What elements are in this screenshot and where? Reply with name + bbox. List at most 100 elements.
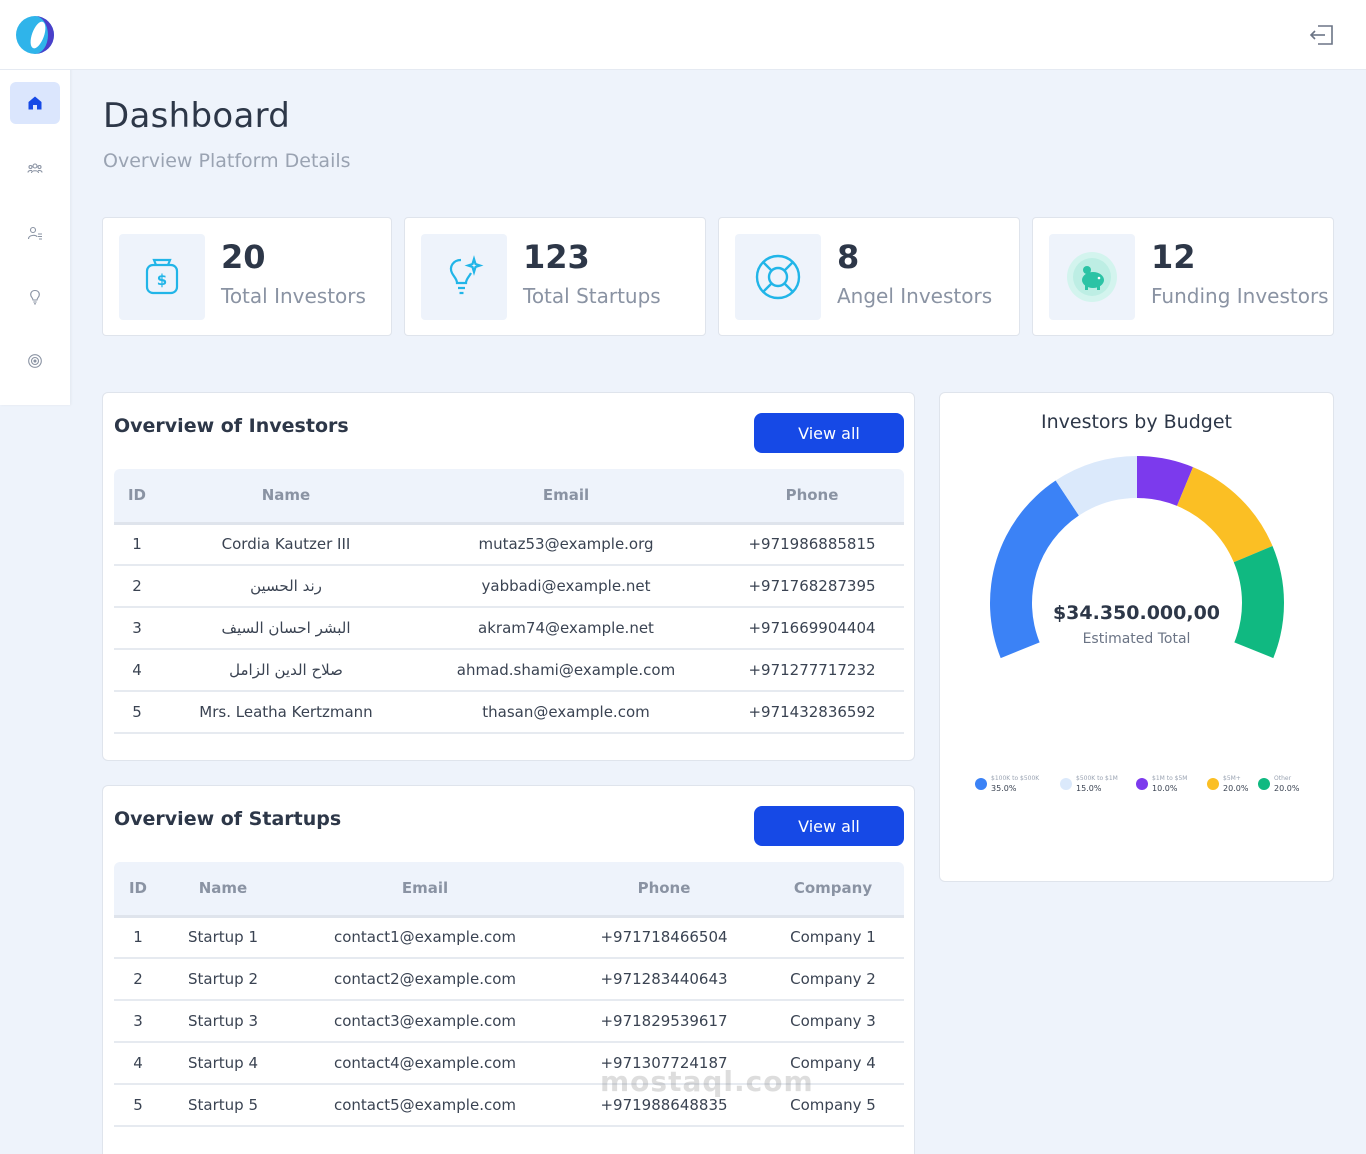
stat-value: 8 (837, 238, 860, 276)
user-list-icon (27, 226, 42, 240)
stat-label: Total Investors (221, 284, 366, 308)
column-header-phone[interactable]: Phone (566, 862, 762, 918)
column-header-name[interactable]: Name (160, 469, 412, 525)
legend-item[interactable]: Other 20.0% (1258, 775, 1328, 795)
table-row[interactable]: 3 Startup 3 contact3@example.com +971829… (114, 1000, 904, 1043)
gauge-segment[interactable] (990, 480, 1079, 659)
cell-id: 3 (114, 607, 160, 650)
sidebar-item-reports[interactable] (10, 340, 60, 382)
cell-company: Company 3 (762, 1000, 904, 1043)
investors-panel-title: Overview of Investors (114, 415, 349, 437)
sidebar-divider (0, 69, 70, 70)
app-logo[interactable] (14, 14, 56, 56)
startups-panel-title: Overview of Startups (114, 808, 342, 830)
table-row[interactable]: 2 رند الحسين yabbadi@example.net +971768… (114, 565, 904, 608)
legend-percent: 10.0% (1152, 784, 1178, 793)
legend-item[interactable]: $5M+ 20.0% (1207, 775, 1277, 795)
legend-label: $500K to $1M (1076, 775, 1118, 782)
stat-card-angel-investors: 8 Angel Investors (718, 217, 1020, 336)
cell-id: 4 (114, 1042, 162, 1085)
page-subtitle: Overview Platform Details (103, 150, 351, 172)
sidebar-item-profile[interactable] (10, 212, 60, 254)
cell-phone: +971669904404 (720, 607, 904, 650)
cell-name: رند الحسين (160, 565, 412, 608)
investors-view-all-button[interactable]: View all (754, 413, 904, 453)
cell-email: contact2@example.com (284, 958, 566, 1001)
page-title: Dashboard (103, 96, 291, 136)
column-header-email[interactable]: Email (412, 469, 720, 525)
legend-label: Other (1274, 775, 1292, 782)
legend-item[interactable]: $100K to $500K 35.0% (975, 775, 1045, 795)
stat-icon-box (421, 234, 507, 320)
cell-name: Startup 5 (162, 1084, 284, 1127)
cell-id: 1 (114, 523, 160, 566)
home-icon (28, 96, 42, 110)
stat-value: 123 (523, 238, 590, 276)
legend-item[interactable]: $500K to $1M 15.0% (1060, 775, 1130, 795)
stat-card-funding-investors: 12 Funding Investors (1032, 217, 1334, 336)
stat-value: 12 (1151, 238, 1196, 276)
cell-name: Cordia Kautzer III (160, 523, 412, 566)
cell-name: Startup 1 (162, 916, 284, 959)
cell-email: yabbadi@example.net (412, 565, 720, 608)
table-header-row: ID Name Email Phone Company (114, 862, 904, 918)
table-row[interactable]: 1 Cordia Kautzer III mutaz53@example.org… (114, 523, 904, 566)
gauge-segment[interactable] (1055, 456, 1137, 516)
legend-swatch (1060, 778, 1072, 790)
column-header-id[interactable]: ID (114, 469, 160, 525)
legend-percent: 35.0% (991, 784, 1017, 793)
legend-percent: 20.0% (1274, 784, 1300, 793)
column-header-company[interactable]: Company (762, 862, 904, 918)
cell-id: 4 (114, 649, 160, 692)
column-header-id[interactable]: ID (114, 862, 162, 918)
lightbulb-sparkle-icon (449, 255, 484, 295)
cell-id: 1 (114, 916, 162, 959)
gauge-segment[interactable] (1177, 467, 1273, 563)
table-row[interactable]: 1 Startup 1 contact1@example.com +971718… (114, 916, 904, 959)
stat-card-total-startups: 123 Total Startups (404, 217, 706, 336)
table-row[interactable]: 4 صلاح الدين الزامل ahmad.shami@example.… (114, 649, 904, 692)
stat-label: Total Startups (523, 284, 661, 308)
gauge-segment[interactable] (1233, 546, 1284, 659)
table-row[interactable]: 5 Startup 5 contact5@example.com +971988… (114, 1084, 904, 1127)
target-icon (28, 354, 42, 368)
stat-icon-box (735, 234, 821, 320)
cell-phone: +971307724187 (566, 1042, 762, 1085)
cell-company: Company 2 (762, 958, 904, 1001)
sidebar-item-investors[interactable] (10, 148, 60, 190)
gauge-segment[interactable] (1137, 456, 1194, 506)
cell-name: Startup 4 (162, 1042, 284, 1085)
stat-label: Angel Investors (837, 284, 993, 308)
table-row[interactable]: 5 Mrs. Leatha Kertzmann thasan@example.c… (114, 691, 904, 734)
chart-title: Investors by Budget (1041, 411, 1232, 433)
column-header-name[interactable]: Name (162, 862, 284, 918)
cell-email: thasan@example.com (412, 691, 720, 734)
legend-swatch (1136, 778, 1148, 790)
cell-phone: +971768287395 (720, 565, 904, 608)
stat-value: 20 (221, 238, 266, 276)
startups-view-all-button[interactable]: View all (754, 806, 904, 846)
cell-email: mutaz53@example.org (412, 523, 720, 566)
table-row[interactable]: 2 Startup 2 contact2@example.com +971283… (114, 958, 904, 1001)
cell-email: contact3@example.com (284, 1000, 566, 1043)
legend-swatch (1207, 778, 1219, 790)
column-header-phone[interactable]: Phone (720, 469, 904, 525)
sidebar-item-home[interactable] (10, 82, 60, 124)
cell-company: Company 4 (762, 1042, 904, 1085)
sidebar-item-startups[interactable] (10, 276, 60, 318)
cell-name: البشر احسان السيف (160, 607, 412, 650)
legend-swatch (975, 778, 987, 790)
logout-icon[interactable] (1308, 22, 1336, 48)
table-row[interactable]: 4 Startup 4 contact4@example.com +971307… (114, 1042, 904, 1085)
legend-item[interactable]: $1M to $5M 10.0% (1136, 775, 1206, 795)
cell-name: Mrs. Leatha Kertzmann (160, 691, 412, 734)
cell-phone: +971986885815 (720, 523, 904, 566)
cell-phone: +971277717232 (720, 649, 904, 692)
table-row[interactable]: 3 البشر احسان السيف akram74@example.net … (114, 607, 904, 650)
legend-label: $5M+ (1223, 775, 1241, 782)
cell-id: 2 (114, 958, 162, 1001)
legend-percent: 20.0% (1223, 784, 1249, 793)
column-header-email[interactable]: Email (284, 862, 566, 918)
gauge-total-value: $34.350.000,00 (1052, 602, 1221, 624)
sidebar (0, 0, 70, 405)
